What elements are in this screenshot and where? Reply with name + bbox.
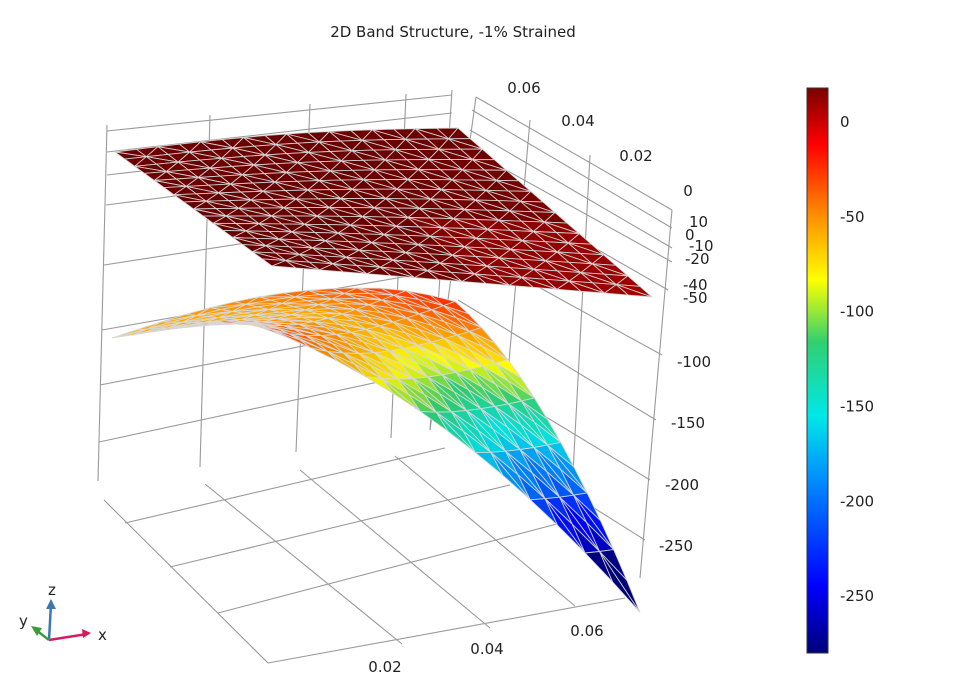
colorbar-tick-label: -150 — [840, 398, 874, 416]
z-tick-label: -50 — [683, 289, 708, 307]
left-wall-gridline — [106, 94, 453, 132]
z-tick-label: 10 — [689, 213, 708, 231]
y-tick-label: 0.02 — [619, 147, 652, 165]
upper-band-facet — [521, 277, 558, 290]
triad-z-label: z — [48, 581, 56, 599]
triad-x-label: x — [98, 626, 107, 644]
z-tick-label: -250 — [659, 537, 693, 555]
y-tick-label: 0 — [683, 182, 693, 200]
lower-band-facet — [132, 327, 169, 336]
x-tick-label: 0.04 — [470, 640, 503, 658]
floor-gridline — [103, 499, 269, 664]
floor-gridline — [124, 447, 446, 524]
upper-band-facet — [474, 273, 510, 286]
right-wall-gridline — [469, 129, 673, 249]
right-wall-gridline — [475, 96, 673, 211]
colorbar-gradient — [806, 87, 829, 654]
lower-band-facet — [153, 326, 190, 333]
floor-gridline — [204, 483, 403, 645]
floor-gridline — [217, 519, 573, 614]
right-wall-gridline — [471, 109, 673, 229]
lower-band-facet — [599, 551, 641, 613]
colorbar-tick-label: 0 — [840, 113, 850, 131]
x-tick-label: 0.02 — [368, 658, 401, 676]
z-axis-ticks: 10 0 -10 -20 -40 -50 -100 -150 -200 -250 — [659, 213, 714, 555]
z-tick-label: 0 — [685, 226, 695, 244]
z-tick-label: -10 — [689, 237, 714, 255]
z-tick-label: -40 — [683, 276, 708, 294]
x-axis-arrow — [48, 632, 88, 642]
floor-gridline — [267, 597, 626, 664]
z-arrowhead — [46, 599, 56, 609]
right-wall-gridline — [570, 154, 591, 511]
lower-band-facet — [111, 328, 148, 339]
y-arrowhead — [31, 626, 42, 636]
axis-triad: x z y — [19, 581, 107, 644]
z-tick-label: -100 — [677, 353, 711, 371]
lower-band-facet — [490, 452, 531, 501]
colorbar-tick-label: -50 — [840, 208, 865, 226]
x-arrowhead — [82, 629, 91, 638]
y-tick-label: 0.06 — [507, 79, 540, 97]
floor-gridline — [299, 469, 491, 629]
upper-band-facet — [568, 280, 605, 294]
x-tick-label: 0.06 — [570, 622, 603, 640]
y-tick-label: 0.04 — [561, 112, 594, 130]
z-tick-label: -20 — [685, 250, 710, 268]
upper-band-facet — [616, 284, 653, 298]
lower-band-surface — [111, 287, 641, 613]
upper-band-surface — [114, 127, 653, 298]
upper-band-facet — [285, 260, 320, 271]
x-axis-ticks: 0.02 0.04 0.06 — [368, 622, 603, 676]
colorbar-tick-label: -200 — [840, 492, 874, 510]
colorbar-tick-label: -250 — [840, 587, 874, 605]
floor-gridline — [394, 455, 576, 607]
right-wall-gridline — [457, 299, 657, 421]
colorbar-tick-label: -100 — [840, 303, 874, 321]
left-wall-gridline — [97, 124, 108, 482]
y-axis-ticks: 0.06 0.04 0.02 0 — [507, 79, 692, 200]
upper-band-facet — [427, 270, 463, 282]
triad-y-label: y — [19, 612, 28, 630]
floor-gridline — [169, 484, 511, 568]
right-wall-gridline — [639, 209, 673, 579]
upper-band-facet — [332, 263, 368, 275]
chart-title: 2D Band Structure, -1% Strained — [330, 23, 576, 41]
z-axis-arrow — [47, 603, 53, 641]
z-tick-label: -200 — [665, 476, 699, 494]
lower-band-facet — [544, 498, 586, 554]
z-tick-label: -150 — [671, 414, 705, 432]
colorbar: 0 -50 -100 -150 -200 -250 — [806, 87, 874, 654]
upper-band-facet — [379, 266, 415, 279]
